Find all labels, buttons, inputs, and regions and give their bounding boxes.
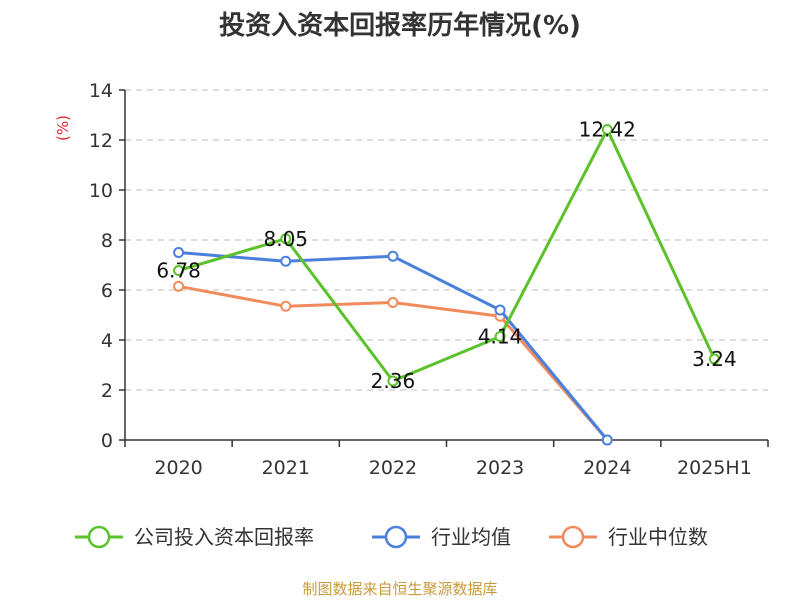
- series-0-point[interactable]: [708, 353, 720, 365]
- legend-label: 行业中位数: [608, 525, 708, 549]
- source-note: 制图数据来自恒生聚源数据库: [302, 580, 497, 598]
- x-tick-label: 2021: [262, 457, 310, 479]
- series-2-point[interactable]: [387, 297, 399, 308]
- data-label: 2.36: [371, 369, 416, 393]
- legend-label: 公司投入资本回报率: [134, 525, 314, 549]
- data-label: 4.14: [478, 325, 523, 349]
- legend-marker: [87, 525, 111, 549]
- y-tick-label: 6: [101, 280, 113, 302]
- y-tick-label: 14: [89, 80, 113, 102]
- data-label: 6.78: [156, 259, 201, 283]
- series-1-point[interactable]: [280, 255, 292, 267]
- y-tick-label: 8: [101, 230, 113, 252]
- series-0-point[interactable]: [494, 331, 506, 342]
- data-label: 8.05: [263, 227, 308, 251]
- series-0-point[interactable]: [280, 233, 292, 245]
- legend-item-0[interactable]: 公司投入资本回报率: [75, 525, 314, 549]
- data-labels: 6.78 8.05 2.36 4.14 12.42 3.24: [156, 118, 736, 394]
- series-lines: [173, 124, 720, 446]
- y-tick-label: 4: [101, 330, 113, 352]
- legend-item-1[interactable]: 行业均值: [372, 525, 511, 549]
- y-tick-label: 0: [101, 430, 113, 452]
- legend-marker: [384, 525, 408, 549]
- y-tick-label: 10: [89, 180, 113, 202]
- legend-item-2[interactable]: 行业中位数: [549, 525, 708, 549]
- y-axis-label: (%): [54, 115, 72, 141]
- x-tick-label: 2020: [154, 457, 202, 479]
- series-0-point[interactable]: [387, 375, 399, 387]
- x-tick-label: 2024: [583, 457, 631, 479]
- axes: 0 2 4 6 8 10 12 14 2020 2021 2022 2023 2024 2025H1: [89, 80, 769, 479]
- series-1-point[interactable]: [601, 434, 613, 446]
- legend[interactable]: 公司投入资本回报率 行业均值 行业中位数: [75, 525, 708, 549]
- y-tick-label: 12: [89, 130, 113, 152]
- series-0-point[interactable]: [173, 265, 185, 276]
- series-2-point[interactable]: [280, 300, 292, 312]
- data-label: 12.42: [579, 118, 636, 142]
- series-line-1: [178, 251, 609, 441]
- series-line-0: [178, 128, 716, 383]
- data-label: 3.24: [692, 347, 737, 371]
- series-0-point[interactable]: [601, 124, 613, 135]
- legend-label: 行业均值: [431, 525, 511, 549]
- x-tick-label: 2023: [476, 457, 524, 479]
- x-tick-label: 2025H1: [677, 457, 752, 479]
- y-tick-label: 2: [101, 380, 113, 402]
- series-1-point[interactable]: [387, 250, 399, 262]
- series-2-point[interactable]: [173, 280, 185, 292]
- x-tick-label: 2022: [369, 457, 417, 479]
- legend-marker: [561, 525, 585, 549]
- series-1-point[interactable]: [494, 304, 506, 316]
- series-1-point[interactable]: [173, 247, 185, 258]
- chart-title: 投资入资本回报率历年情况(%): [219, 10, 581, 41]
- grid-lines: [125, 89, 768, 391]
